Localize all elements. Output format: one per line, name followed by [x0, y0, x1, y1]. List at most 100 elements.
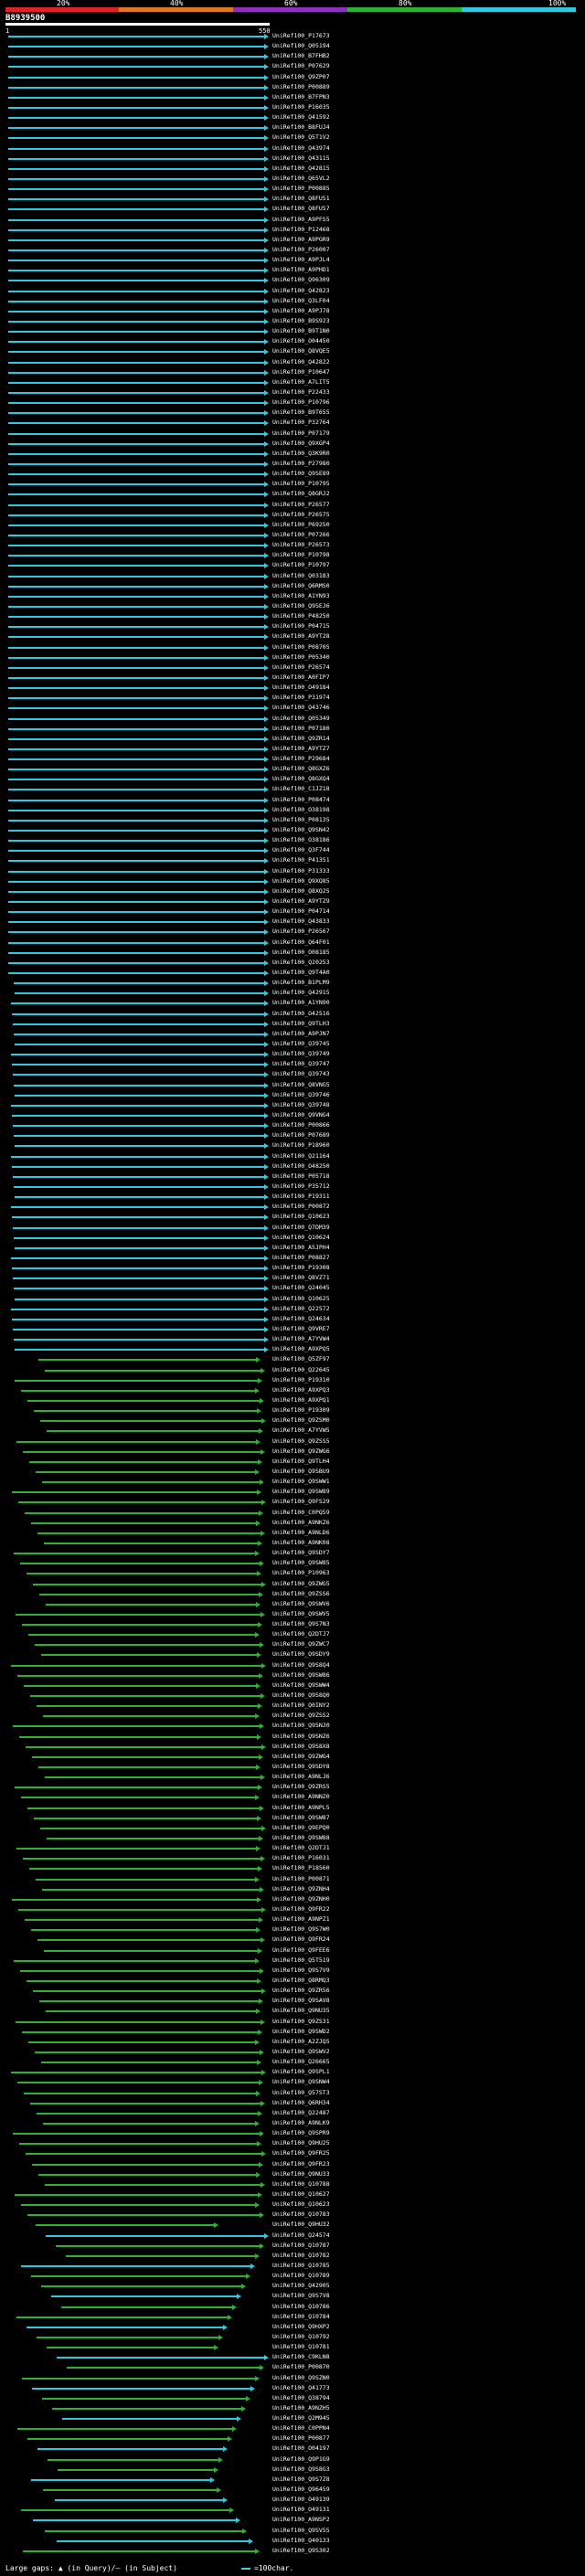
hit-alignment-line[interactable] [8, 707, 264, 710]
hit-alignment-line[interactable] [32, 2387, 250, 2390]
hit-alignment-line[interactable] [17, 2082, 259, 2084]
hit-label[interactable]: UniRef100_Q8GRJ2 [272, 490, 330, 498]
hit-alignment-line[interactable] [40, 1827, 261, 1829]
hit-alignment-line[interactable] [8, 676, 264, 679]
hit-alignment-line[interactable] [8, 870, 264, 873]
hit-alignment-line[interactable] [15, 992, 264, 995]
hit-alignment-line[interactable] [57, 2357, 264, 2359]
hit-alignment-line[interactable] [30, 1695, 261, 1697]
hit-label[interactable]: UniRef100_O04197 [272, 2444, 330, 2453]
hit-label[interactable]: UniRef100_Q2DTJ1 [272, 1844, 330, 1852]
hit-alignment-line[interactable] [8, 371, 264, 374]
hit-alignment-line[interactable] [16, 1440, 256, 1443]
hit-alignment-line[interactable] [8, 880, 264, 883]
hit-alignment-line[interactable] [8, 850, 264, 853]
hit-alignment-line[interactable] [22, 1624, 258, 1626]
hit-alignment-line[interactable] [8, 514, 264, 516]
hit-alignment-line[interactable] [11, 1002, 264, 1005]
hit-label[interactable]: UniRef100_Q9EPQ0 [272, 1823, 330, 1831]
hit-label[interactable]: UniRef100_Q2M945 [272, 2414, 330, 2422]
hit-alignment-line[interactable] [13, 1277, 264, 1280]
hit-alignment-line[interactable] [37, 1705, 258, 1708]
hit-label[interactable]: UniRef100_P10798 [272, 551, 330, 559]
hit-label[interactable]: UniRef100_P07629 [272, 62, 330, 70]
hit-alignment-line[interactable] [38, 1359, 256, 1362]
hit-label[interactable]: UniRef100_P00872 [272, 1203, 330, 1211]
hit-alignment-line[interactable] [8, 819, 264, 822]
hit-label[interactable]: UniRef100_Q9HU32 [272, 2221, 330, 2229]
hit-alignment-line[interactable] [28, 1634, 255, 1637]
hit-alignment-line[interactable] [58, 2468, 214, 2471]
hit-label[interactable]: UniRef100_A9YTZ7 [272, 744, 330, 752]
hit-alignment-line[interactable] [8, 127, 264, 130]
hit-label[interactable]: UniRef100_P10795 [272, 480, 330, 488]
hit-alignment-line[interactable] [28, 2041, 255, 2043]
hit-alignment-line[interactable] [17, 1674, 259, 1677]
hit-label[interactable]: UniRef100_Q9P1G9 [272, 2454, 330, 2463]
hit-alignment-line[interactable] [13, 1125, 264, 1128]
hit-label[interactable]: UniRef100_B9S923 [272, 317, 330, 324]
hit-alignment-line[interactable] [8, 198, 264, 201]
hit-alignment-line[interactable] [29, 1460, 258, 1463]
hit-alignment-line[interactable] [8, 137, 264, 140]
hit-alignment-line[interactable] [38, 2173, 256, 2176]
hit-label[interactable]: UniRef100_A9XPQ1 [272, 1395, 330, 1404]
hit-alignment-line[interactable] [13, 1175, 264, 1178]
hit-alignment-line[interactable] [8, 76, 264, 79]
hit-label[interactable]: UniRef100_P16035 [272, 103, 330, 111]
hit-alignment-line[interactable] [15, 1246, 264, 1249]
hit-alignment-line[interactable] [45, 2529, 242, 2532]
hit-alignment-line[interactable] [27, 1573, 257, 1575]
hit-label[interactable]: UniRef100_Q9SW85 [272, 1559, 330, 1567]
hit-label[interactable]: UniRef100_Q39749 [272, 1050, 330, 1058]
hit-label[interactable]: UniRef100_C9KLN8 [272, 2353, 330, 2361]
hit-alignment-line[interactable] [45, 2183, 261, 2186]
hit-alignment-line[interactable] [27, 2214, 260, 2217]
hit-alignment-line[interactable] [35, 1644, 260, 1647]
hit-alignment-line[interactable] [14, 1033, 264, 1035]
hit-label[interactable]: UniRef100_Q9XQ85 [272, 876, 330, 885]
hit-alignment-line[interactable] [38, 1766, 256, 1768]
hit-label[interactable]: UniRef100_Q9ZS31 [272, 2017, 330, 2025]
hit-label[interactable]: UniRef100_A9NLK9 [272, 2118, 330, 2126]
hit-alignment-line[interactable] [45, 1369, 261, 1372]
hit-label[interactable]: UniRef100_Q10786 [272, 2302, 330, 2310]
hit-label[interactable]: UniRef100_Q64F01 [272, 938, 330, 946]
hit-alignment-line[interactable] [56, 2244, 260, 2247]
hit-label[interactable]: UniRef100_Q2DTJ7 [272, 1630, 330, 1638]
hit-label[interactable]: UniRef100_Q38794 [272, 2393, 330, 2401]
hit-alignment-line[interactable] [62, 2418, 237, 2420]
hit-label[interactable]: UniRef100_Q3K9R0 [272, 449, 330, 457]
hit-alignment-line[interactable] [37, 2448, 223, 2451]
hit-label[interactable]: UniRef100_Q96459 [272, 2486, 330, 2493]
hit-label[interactable]: UniRef100_A9PGR9 [272, 235, 330, 243]
hit-alignment-line[interactable] [35, 2051, 260, 2053]
hit-alignment-line[interactable] [32, 2163, 259, 2166]
hit-label[interactable]: UniRef100_Q9FR23 [272, 2159, 330, 2168]
hit-label[interactable]: UniRef100_Q39746 [272, 1090, 330, 1098]
hit-label[interactable]: UniRef100_A5JPH4 [272, 1243, 330, 1251]
hit-label[interactable]: UniRef100_P05718 [272, 1171, 330, 1180]
hit-label[interactable]: UniRef100_Q8XQ25 [272, 886, 330, 895]
hit-label[interactable]: UniRef100_P26574 [272, 663, 330, 671]
hit-label[interactable]: UniRef100_Q9ZWG5 [272, 1579, 330, 1587]
hit-alignment-line[interactable] [52, 2407, 241, 2410]
hit-label[interactable]: UniRef100_P41351 [272, 856, 330, 864]
hit-alignment-line[interactable] [11, 1256, 264, 1259]
hit-alignment-line[interactable] [66, 2254, 255, 2257]
hit-label[interactable]: UniRef100_O49184 [272, 684, 330, 691]
hit-label[interactable]: UniRef100_Q9SWW1 [272, 1478, 330, 1485]
hit-label[interactable]: UniRef100_Q6RH34 [272, 2098, 330, 2106]
hit-label[interactable]: UniRef100_P00885 [272, 185, 330, 193]
hit-label[interactable]: UniRef100_P08474 [272, 795, 330, 803]
hit-label[interactable]: UniRef100_Q9FR24 [272, 1935, 330, 1944]
hit-alignment-line[interactable] [17, 2428, 232, 2431]
hit-label[interactable]: UniRef100_Q03183 [272, 571, 330, 579]
hit-label[interactable]: UniRef100_Q9S302 [272, 2546, 330, 2554]
hit-alignment-line[interactable] [8, 56, 264, 58]
hit-alignment-line[interactable] [32, 1755, 259, 1758]
hit-alignment-line[interactable] [14, 982, 264, 985]
hit-alignment-line[interactable] [8, 555, 264, 557]
hit-alignment-line[interactable] [8, 361, 264, 364]
hit-label[interactable]: UniRef100_Q9S7Z8 [272, 2475, 330, 2483]
